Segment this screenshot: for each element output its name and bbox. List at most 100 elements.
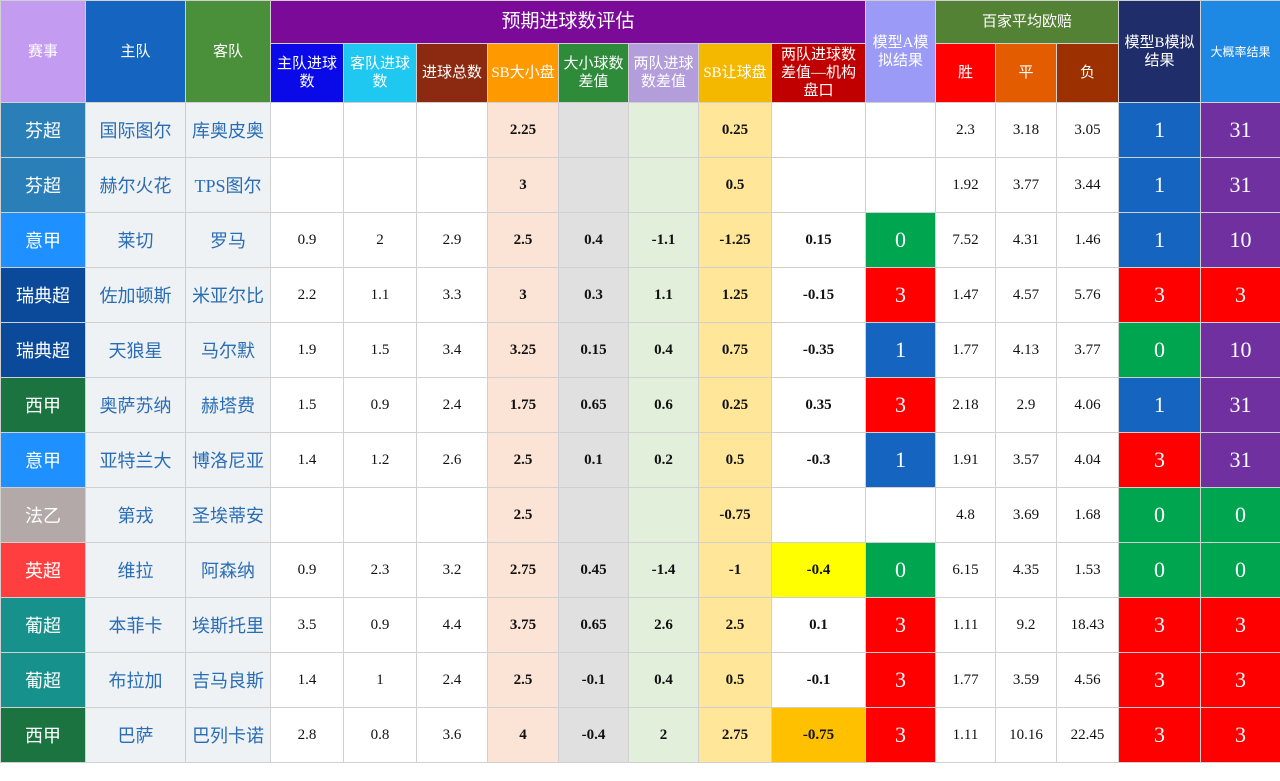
model-a: 0 [865,542,937,598]
away-goals: 2 [343,212,417,268]
model-b: 3 [1118,267,1202,323]
group-header: 百家平均欧赔 [935,0,1120,44]
away-team: 米亚尔比 [185,267,271,323]
likely-result: 0 [1200,487,1280,543]
header-cell: 负 [1056,43,1120,103]
sb-total-line: 2.75 [487,542,559,598]
sb-total-line: 3 [487,267,559,323]
header-cell: 主队 [85,0,186,103]
table-row: 西甲 奥萨苏纳 赫塔费 1.5 0.9 2.4 1.75 0.65 0.6 0.25 0.35 3 2.… [0,377,1280,433]
odds-draw: 3.59 [995,652,1058,708]
total-goals [416,102,488,158]
odds-loss: 1.53 [1056,542,1120,598]
likely-result: 3 [1200,652,1280,708]
model-b: 0 [1118,542,1202,598]
home-team: 本菲卡 [85,597,186,653]
goal-diff: 0.2 [628,432,699,488]
sb-handicap: 2.5 [698,597,772,653]
odds-loss: 4.04 [1056,432,1120,488]
odds-win: 1.91 [935,432,997,488]
table-row: 芬超 赫尔火花 TPS图尔 3 0.5 1.92 3.77 3.44 1 31 [0,157,1280,213]
total-goals: 3.4 [416,322,488,378]
model-a [865,102,937,158]
home-team: 奥萨苏纳 [85,377,186,433]
league: 芬超 [0,157,86,213]
home-team: 赫尔火花 [85,157,186,213]
league: 葡超 [0,597,86,653]
away-team: 赫塔费 [185,377,271,433]
model-a: 3 [865,267,937,323]
away-goals [343,102,417,158]
model-b: 1 [1118,102,1202,158]
handicap-diff [770,102,867,158]
away-goals: 1 [343,652,417,708]
odds-loss: 1.68 [1056,487,1120,543]
league: 英超 [0,542,86,598]
total-diff: 0.4 [558,212,629,268]
table-row: 葡超 本菲卡 埃斯托里 3.5 0.9 4.4 3.75 0.65 2.6 2.5 0.1 3 1.11… [0,597,1280,653]
handicap-diff: 0.15 [770,212,867,268]
home-goals [270,102,344,158]
table-row: 瑞典超 佐加顿斯 米亚尔比 2.2 1.1 3.3 3 0.3 1.1 1.25 -0.15 3 1.4… [0,267,1280,323]
table-row: 英超 维拉 阿森纳 0.9 2.3 3.2 2.75 0.45 -1.4 -1 -0.4 0 6.15 4… [0,542,1280,598]
model-b: 3 [1118,707,1202,763]
sb-handicap: 0.75 [698,322,772,378]
goal-diff: 1.1 [628,267,699,323]
league: 芬超 [0,102,86,158]
home-team: 亚特兰大 [85,432,186,488]
sb-total-line: 3.75 [487,597,559,653]
away-goals [343,157,417,213]
odds-draw: 4.13 [995,322,1058,378]
away-team: 吉马良斯 [185,652,271,708]
model-a: 1 [865,322,937,378]
total-diff [558,487,629,543]
likely-result: 0 [1200,542,1280,598]
model-a: 0 [865,212,937,268]
likely-result: 31 [1200,157,1280,213]
home-team: 布拉加 [85,652,186,708]
header-cell: 两队进球数差值—机构盘口 [770,43,867,103]
goal-diff: -1.4 [628,542,699,598]
home-goals: 2.8 [270,707,344,763]
total-goals [416,157,488,213]
table-row: 葡超 布拉加 吉马良斯 1.4 1 2.4 2.5 -0.1 0.4 0.5 -0.1 3 1.77 3.… [0,652,1280,708]
model-a [865,487,937,543]
home-goals [270,487,344,543]
header-cell: 两队进球数差值 [628,43,699,103]
league: 瑞典超 [0,322,86,378]
header-cell: 主队进球数 [270,43,344,103]
model-a: 3 [865,707,937,763]
sb-handicap: 0.5 [698,652,772,708]
header-cell: 大概率结果 [1200,0,1280,103]
away-goals: 2.3 [343,542,417,598]
odds-win: 4.8 [935,487,997,543]
likely-result: 31 [1200,377,1280,433]
model-b: 0 [1118,322,1202,378]
total-diff [558,157,629,213]
header-cell: 进球总数 [416,43,488,103]
total-diff: -0.4 [558,707,629,763]
odds-draw: 3.18 [995,102,1058,158]
odds-draw: 4.35 [995,542,1058,598]
header-cell: 客队 [185,0,271,103]
total-goals: 2.4 [416,377,488,433]
league: 葡超 [0,652,86,708]
sb-handicap: 1.25 [698,267,772,323]
odds-draw: 3.69 [995,487,1058,543]
table-row: 意甲 莱切 罗马 0.9 2 2.9 2.5 0.4 -1.1 -1.25 0.15 0 7.52 4.3… [0,212,1280,268]
goal-diff: 0.4 [628,652,699,708]
sb-total-line: 3.25 [487,322,559,378]
sb-handicap: -1 [698,542,772,598]
home-goals: 1.4 [270,432,344,488]
odds-loss: 22.45 [1056,707,1120,763]
odds-win: 1.11 [935,707,997,763]
home-goals: 3.5 [270,597,344,653]
handicap-diff [770,487,867,543]
handicap-diff: -0.1 [770,652,867,708]
sb-handicap: 0.5 [698,157,772,213]
odds-draw: 9.2 [995,597,1058,653]
likely-result: 3 [1200,707,1280,763]
home-team: 莱切 [85,212,186,268]
model-b: 1 [1118,212,1202,268]
